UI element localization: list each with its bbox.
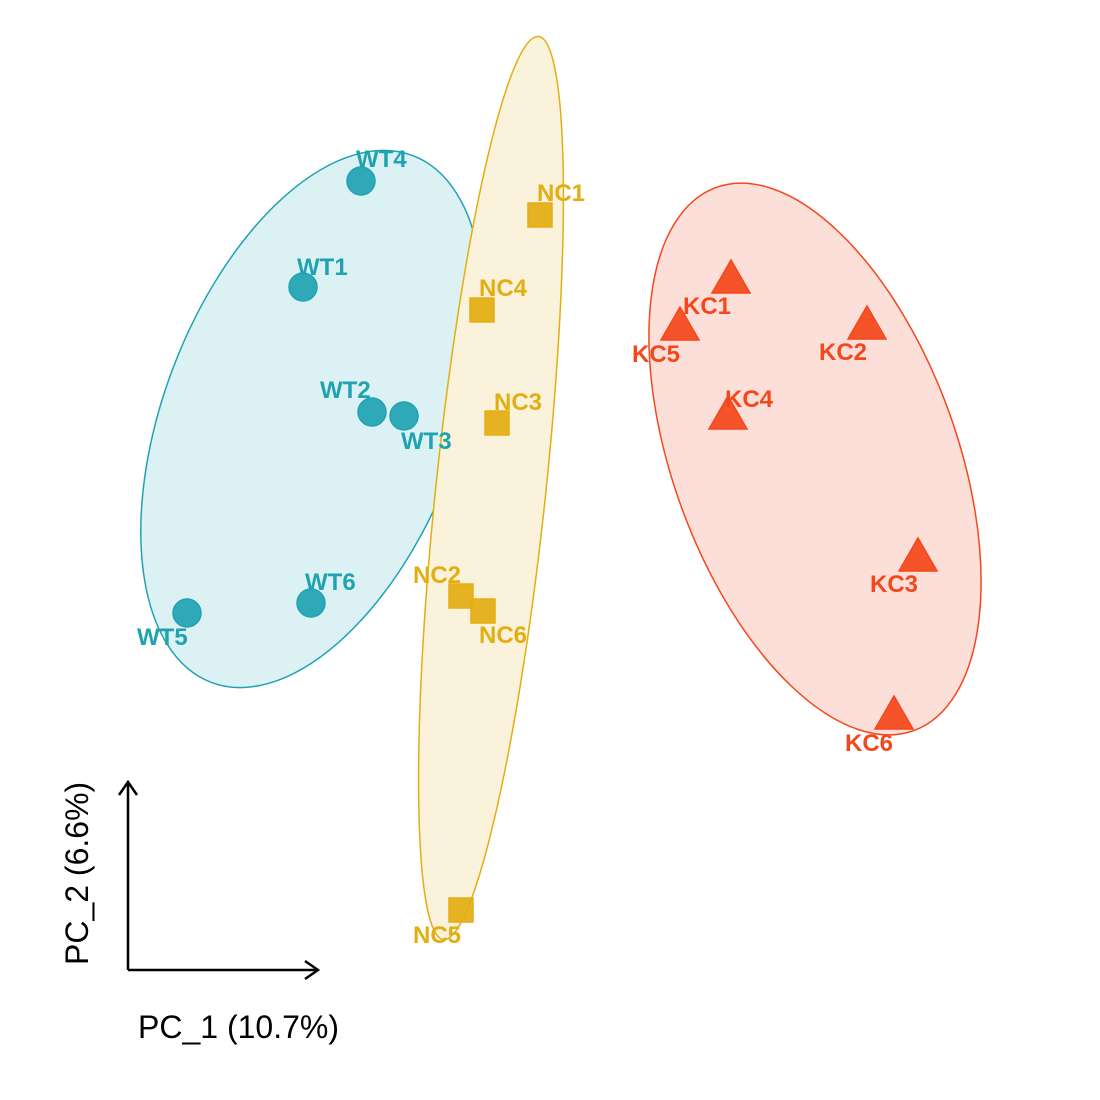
point-label-nc4: NC4 <box>479 275 528 302</box>
point-kc6 <box>873 694 915 730</box>
point-wt3 <box>389 401 419 431</box>
y-axis-arrow-head <box>117 779 139 796</box>
point-nc4 <box>469 297 495 323</box>
point-kc5 <box>659 305 701 341</box>
point-kc4 <box>707 394 749 430</box>
x-axis-arrow-head <box>304 959 321 981</box>
point-label-kc6: KC6 <box>845 730 893 757</box>
point-wt2 <box>357 397 387 427</box>
point-nc6 <box>470 598 496 624</box>
point-label-nc3: NC3 <box>494 389 542 416</box>
point-nc2 <box>448 583 474 609</box>
point-label-wt1: WT1 <box>297 254 348 281</box>
point-nc1 <box>527 202 553 228</box>
data-points <box>172 166 939 923</box>
point-label-kc4: KC4 <box>725 386 774 413</box>
cluster-ellipses <box>140 35 982 941</box>
point-label-wt4: WT4 <box>356 146 407 173</box>
point-label-kc2: KC2 <box>819 339 867 366</box>
point-kc3 <box>897 536 939 572</box>
point-label-kc3: KC3 <box>870 571 918 598</box>
point-wt5 <box>172 598 202 628</box>
point-label-wt3: WT3 <box>401 428 452 455</box>
point-label-nc1: NC1 <box>537 180 585 207</box>
point-label-nc2: NC2 <box>413 562 461 589</box>
point-labels: WT1 WT2 WT3 WT4 WT5 WT6 NC1 NC2 NC3 NC4 … <box>137 146 918 949</box>
point-wt6 <box>296 588 326 618</box>
point-label-kc5: KC5 <box>632 341 680 368</box>
point-kc2 <box>846 304 888 340</box>
cluster-ellipse-nc <box>417 35 565 941</box>
point-wt1 <box>288 272 318 302</box>
point-kc1 <box>710 258 752 294</box>
point-label-kc1: KC1 <box>683 293 731 320</box>
cluster-ellipse-kc <box>648 182 982 736</box>
point-label-nc6: NC6 <box>479 622 527 649</box>
y-axis-label: PC_2 (6.6%) <box>59 782 95 965</box>
point-label-nc5: NC5 <box>413 922 461 949</box>
point-label-wt2: WT2 <box>320 377 371 404</box>
point-nc3 <box>484 410 510 436</box>
axis-indicator <box>117 779 321 981</box>
point-nc5 <box>448 897 474 923</box>
point-label-wt6: WT6 <box>305 569 356 596</box>
point-label-wt5: WT5 <box>137 624 188 651</box>
x-axis-label: PC_1 (10.7%) <box>138 1009 339 1045</box>
point-wt4 <box>346 166 376 196</box>
